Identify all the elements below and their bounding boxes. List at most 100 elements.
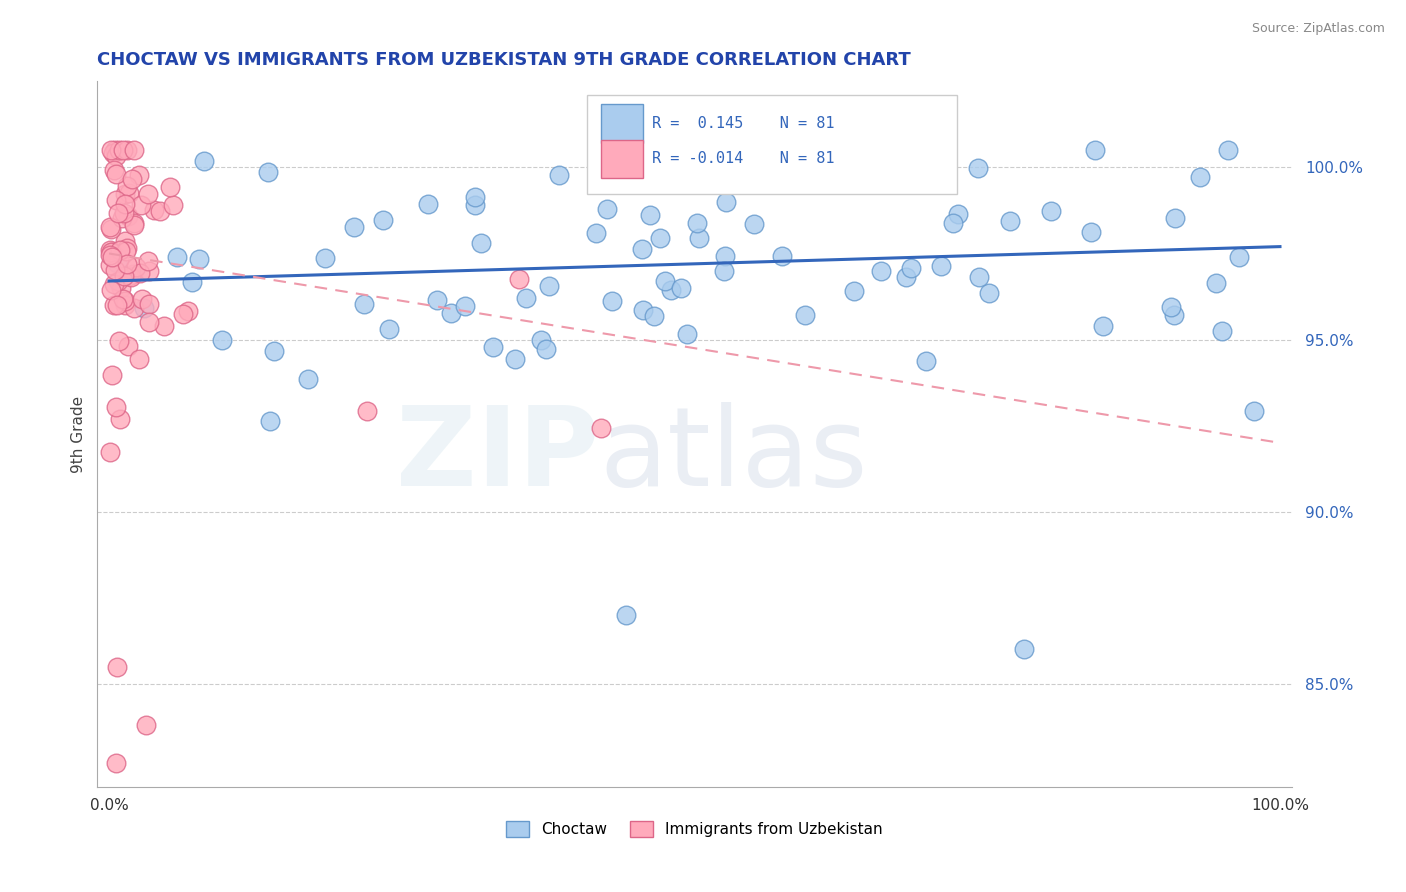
Point [115, 143, 138, 157]
Point [589, 421, 612, 435]
Point [643, 309, 665, 323]
Point [648, 231, 671, 245]
Point [942, 216, 965, 230]
Point [883, 176, 905, 190]
Point [108, 143, 131, 157]
Point [172, 307, 194, 321]
Point [967, 269, 990, 284]
Point [112, 292, 135, 306]
Point [115, 241, 138, 255]
Point [138, 297, 160, 311]
Point [98, 220, 121, 235]
Point [211, 333, 233, 347]
Point [114, 298, 136, 312]
Point [1163, 308, 1185, 322]
Point [110, 281, 132, 295]
Point [98, 248, 121, 262]
Point [686, 216, 709, 230]
Point [946, 207, 969, 221]
Point [114, 187, 136, 202]
Point [101, 244, 124, 259]
Point [112, 206, 135, 220]
Point [100, 284, 122, 298]
Point [508, 272, 530, 286]
Point [114, 197, 136, 211]
Point [122, 267, 145, 281]
Point [98, 445, 121, 459]
Point [128, 168, 150, 182]
Point [314, 251, 336, 265]
Point [654, 274, 676, 288]
Point [297, 372, 319, 386]
Point [1040, 203, 1063, 218]
Text: R =  0.145    N = 81: R = 0.145 N = 81 [651, 116, 834, 131]
Point [1227, 250, 1250, 264]
Point [1092, 319, 1115, 334]
Point [614, 607, 637, 622]
Point [108, 243, 131, 257]
Point [104, 263, 127, 277]
Point [129, 197, 152, 211]
Point [900, 261, 922, 276]
Point [378, 322, 401, 336]
Point [742, 217, 765, 231]
Point [103, 163, 125, 178]
Point [103, 277, 125, 292]
Point [1216, 143, 1239, 157]
Point [100, 222, 122, 236]
Point [869, 264, 891, 278]
Point [1211, 324, 1233, 338]
Point [149, 203, 172, 218]
FancyBboxPatch shape [602, 104, 643, 143]
Point [263, 344, 285, 359]
Point [638, 208, 661, 222]
Point [112, 268, 135, 283]
Point [114, 234, 136, 248]
Point [117, 339, 139, 353]
Point [105, 659, 128, 673]
Point [143, 202, 166, 217]
Point [136, 187, 159, 202]
Point [136, 254, 159, 268]
Point [176, 304, 198, 318]
Point [530, 333, 553, 347]
Point [114, 294, 136, 309]
FancyBboxPatch shape [602, 139, 643, 178]
Point [152, 319, 174, 334]
Point [104, 400, 127, 414]
Point [162, 198, 184, 212]
Point [482, 340, 505, 354]
Point [470, 236, 492, 251]
Point [107, 274, 129, 288]
Point [120, 269, 142, 284]
Point [100, 245, 122, 260]
Point [688, 231, 710, 245]
Point [503, 352, 526, 367]
Point [122, 218, 145, 232]
Point [588, 143, 610, 157]
Point [111, 143, 134, 157]
Point [111, 211, 134, 225]
Point [464, 198, 486, 212]
Legend: Choctaw, Immigrants from Uzbekistan: Choctaw, Immigrants from Uzbekistan [501, 814, 889, 843]
Point [108, 411, 131, 425]
Point [259, 414, 281, 428]
Point [842, 284, 865, 298]
Point [416, 196, 439, 211]
Point [585, 226, 607, 240]
Point [1084, 143, 1107, 157]
Point [353, 297, 375, 311]
Point [967, 161, 990, 175]
Point [1205, 276, 1227, 290]
Point [439, 306, 461, 320]
Point [596, 202, 619, 217]
Point [98, 258, 121, 272]
Point [125, 260, 148, 274]
Point [1012, 642, 1035, 657]
Point [454, 299, 477, 313]
Point [675, 326, 697, 341]
Point [731, 157, 754, 171]
Point [105, 298, 128, 312]
Point [600, 293, 623, 308]
Point [630, 243, 652, 257]
